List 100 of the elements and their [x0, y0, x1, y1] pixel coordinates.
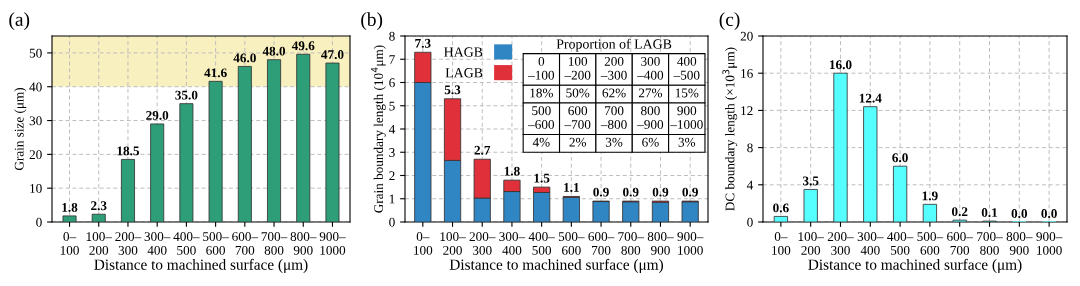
annotation: 900 –1000 [670, 106, 703, 129]
x-tick-label: 400– 500 [173, 232, 200, 255]
y-axis-title: Grain boundary length (10$^{4}$μm) [371, 45, 386, 213]
y-tick-label: 8 [747, 143, 753, 153]
y-tick-label: 30 [29, 116, 42, 126]
x-axis-title: Distance to machined surface (μm) [449, 258, 663, 273]
x-tick-label: 800– 900 [1006, 232, 1033, 255]
y-tick-label: 8 [389, 31, 395, 41]
annotation: 100 –200 [564, 56, 591, 80]
annotation: 2% [569, 137, 587, 147]
x-tick-label: 400– 500 [887, 232, 914, 255]
x-tick-label: 900– 1000 [319, 232, 346, 255]
total-label: 0.9 [652, 187, 669, 197]
data-label: 0.2 [951, 207, 968, 217]
x-axis-title: Distance to machined surface (μm) [808, 258, 1022, 273]
bar [150, 123, 165, 222]
data-label: 6.0 [892, 153, 908, 163]
annotation: 700 –800 [600, 106, 627, 129]
x-tick-label: 100– 200 [86, 232, 113, 255]
chart-title: (a) [9, 12, 30, 30]
bar [62, 215, 77, 222]
x-tick-label: 700– 800 [618, 232, 645, 255]
total-label: 1.5 [534, 173, 550, 183]
x-tick-label: 0– 100 [414, 232, 433, 255]
data-label: 41.6 [204, 68, 227, 78]
data-label: 0.0 [1011, 209, 1028, 218]
data-label: 16.0 [830, 60, 852, 70]
x-tick-label: 500– 600 [203, 232, 229, 255]
y-tick-label: 20 [740, 31, 753, 41]
annotation: 600 –700 [564, 106, 591, 129]
x-tick-label: 300– 400 [144, 232, 171, 255]
bar [208, 80, 223, 222]
bar [833, 72, 848, 222]
data-label: 46.0 [233, 53, 256, 63]
x-tick-label: 700– 800 [977, 232, 1003, 255]
bar [179, 103, 194, 222]
total-label: 0.9 [682, 187, 698, 197]
data-label: 48.0 [262, 46, 286, 56]
chart-title: (c) [719, 12, 740, 30]
y-tick-label: 10 [30, 183, 42, 193]
annotation: 6% [642, 137, 659, 147]
y-tick-label: 16 [741, 69, 753, 78]
y-axis-title: Grain size (μm) [14, 87, 27, 171]
bar [892, 165, 908, 222]
y-tick-label: 40 [29, 82, 42, 92]
total-label: 0.9 [623, 187, 639, 197]
x-tick-label: 500– 600 [558, 232, 585, 255]
x-tick-label: 200– 300 [827, 232, 854, 255]
annotation: 50% [566, 88, 590, 98]
chart-title: (b) [361, 12, 383, 30]
y-tick-label: 3 [389, 148, 395, 157]
total-label: 0.9 [593, 187, 609, 197]
y-tick-label: 2 [389, 171, 395, 181]
data-label: 49.6 [291, 41, 315, 51]
bar [562, 196, 580, 222]
data-label: 0.1 [981, 208, 998, 218]
x-tick-label: 400– 500 [528, 232, 555, 255]
bar [922, 203, 938, 222]
x-tick-label: 900– 1000 [677, 232, 704, 255]
x-tick-label: 300– 400 [499, 232, 526, 255]
y-tick-label: 6 [389, 78, 395, 88]
x-tick-label: 600– 700 [588, 232, 615, 255]
bar [237, 66, 252, 222]
legend-label: LAGB [445, 68, 483, 78]
x-tick-label: 0– 100 [772, 232, 791, 255]
y-tick-label: 0 [747, 217, 753, 227]
y-tick-label: 5 [389, 101, 395, 111]
annotation: 3% [678, 137, 696, 147]
data-label: 0.0 [1041, 209, 1057, 218]
data-label: 35.0 [175, 90, 198, 100]
annotation: Proportion of LAGB [556, 38, 672, 52]
x-tick-label: 600– 700 [947, 232, 973, 255]
bar [592, 201, 610, 222]
total-label: 1.8 [504, 166, 520, 176]
y-axis-title: DC boundary length (×10$^{3}$μm) [722, 47, 738, 211]
annotation: 15% [675, 88, 699, 98]
y-tick-label: 12 [741, 106, 753, 115]
x-tick-label: 100– 200 [798, 232, 824, 255]
bar [120, 159, 135, 222]
annotation: 400 –500 [673, 56, 700, 80]
x-tick-label: 0– 100 [60, 232, 79, 255]
x-tick-label: 200– 300 [115, 232, 142, 255]
y-tick-label: 20 [29, 150, 42, 160]
bar [325, 62, 340, 222]
data-label: 3.5 [802, 176, 819, 186]
total-label: 2.7 [474, 145, 491, 155]
x-tick-label: 100– 200 [440, 232, 466, 255]
bar [91, 213, 106, 222]
data-label: 1.8 [62, 202, 78, 212]
annotation: 3% [605, 137, 623, 147]
total-label: 5.3 [444, 85, 461, 95]
annotation: 27% [638, 88, 663, 98]
bar [651, 201, 670, 222]
annotation: 800 –900 [637, 106, 664, 129]
x-axis-title: Distance to machined surface (μm) [94, 258, 308, 273]
y-tick-label: 7 [389, 55, 395, 64]
x-tick-label: 500– 600 [917, 232, 944, 255]
bar [296, 53, 311, 222]
x-tick-label: 800– 900 [647, 232, 674, 255]
x-tick-label: 700– 800 [261, 232, 288, 255]
